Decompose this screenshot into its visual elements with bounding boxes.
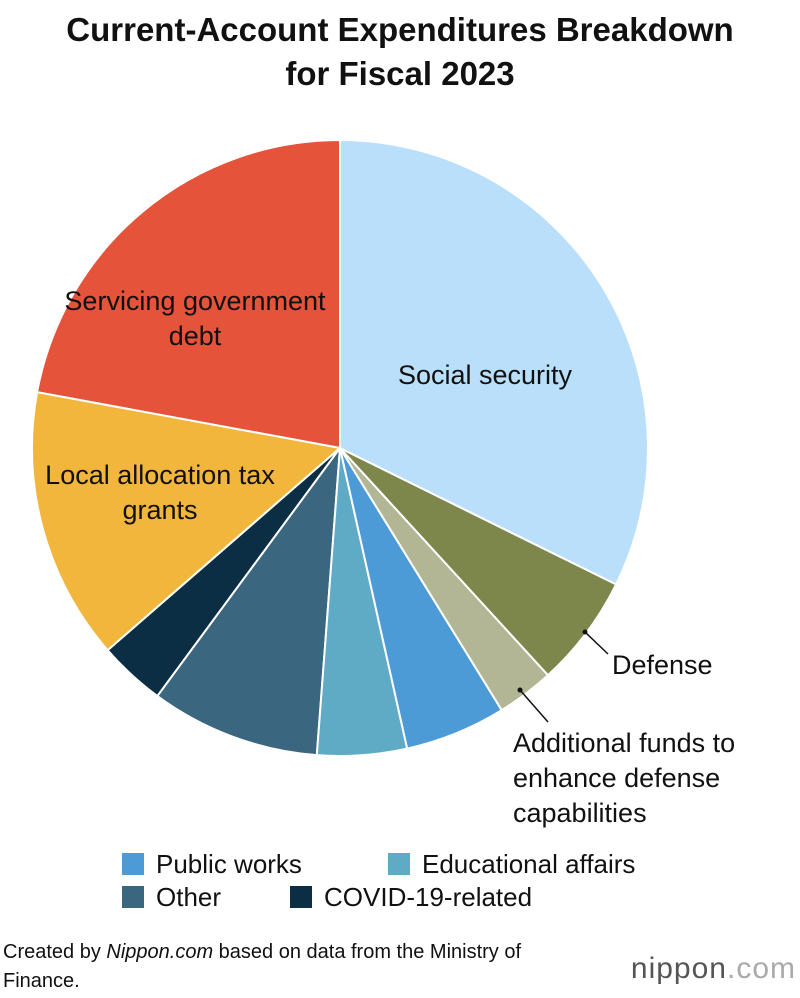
legend-item: Educational affairs: [388, 849, 635, 879]
legend-swatch: [388, 853, 410, 875]
pie-slice: [35, 138, 341, 450]
legend-swatch: [122, 886, 144, 908]
source-text: Created by: [3, 941, 107, 963]
leader-line: [584, 631, 609, 655]
legend-label: Other: [156, 882, 222, 912]
pie-slice: [339, 138, 649, 586]
slice-label: Social security: [397, 360, 573, 390]
leader-line: [519, 689, 549, 723]
chart-title: Current-Account Expenditures Breakdown f…: [66, 11, 734, 92]
leader-dot: [582, 629, 588, 635]
legend-item: COVID-19-related: [290, 882, 532, 912]
pie-slice: [31, 391, 343, 652]
legend-swatch: [290, 886, 312, 908]
legend-swatch: [122, 853, 144, 875]
source-note: Created by Nippon.com based on data from…: [3, 938, 523, 996]
source-text: based on data from the Ministry of Finan…: [3, 941, 522, 992]
logo-text: nippon: [630, 952, 727, 985]
legend-label: COVID-19-related: [324, 882, 533, 912]
leader-dot: [517, 687, 523, 693]
legend-label: Educational affairs: [422, 849, 636, 879]
slice-label: Local allocation tax grants: [45, 460, 275, 525]
logo: nippon.com: [631, 952, 796, 986]
slice-label: Additional funds to enhance defense capa…: [513, 728, 736, 828]
slice-label: Defense: [612, 650, 713, 680]
logo-text: .com: [726, 952, 796, 985]
pie-slice: [156, 444, 342, 757]
legend-item: Public works: [122, 849, 302, 879]
source-text: Nippon.com: [106, 941, 214, 963]
legend-item: Other: [122, 882, 221, 912]
slice-label: Servicing government debt: [64, 286, 326, 351]
legend-label: Public works: [156, 849, 302, 879]
